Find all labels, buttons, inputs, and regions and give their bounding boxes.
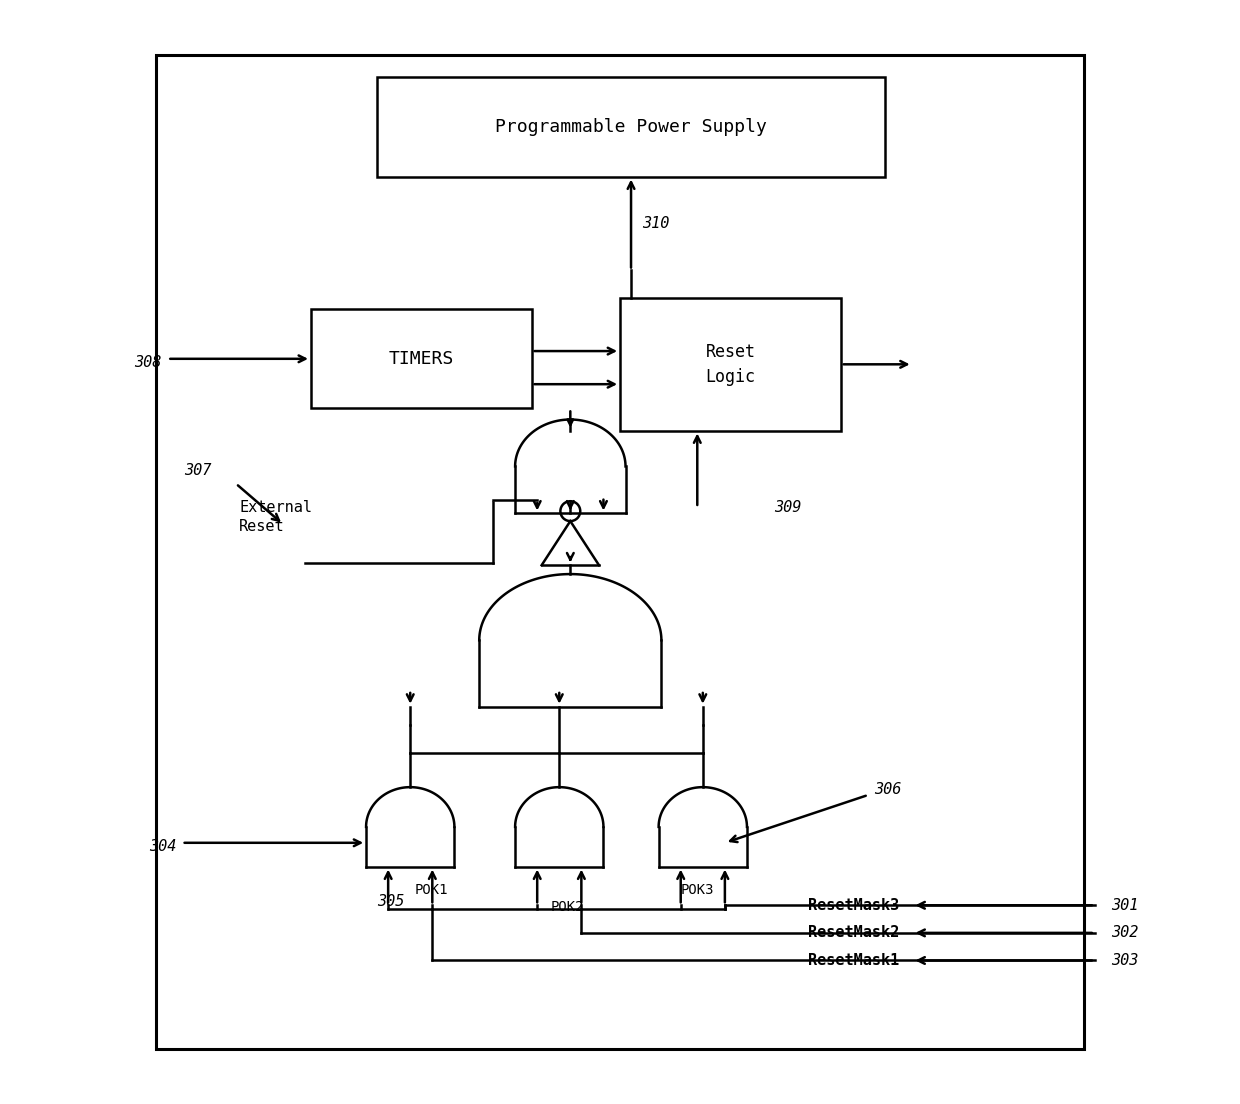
Text: POK1: POK1: [414, 883, 448, 898]
Text: ResetMask1: ResetMask1: [807, 953, 899, 968]
Text: 304: 304: [149, 839, 176, 854]
Text: POK3: POK3: [681, 883, 714, 898]
Text: ResetMask2: ResetMask2: [807, 925, 899, 941]
Text: 301: 301: [1111, 898, 1138, 913]
FancyBboxPatch shape: [377, 77, 885, 177]
Text: 310: 310: [642, 215, 670, 231]
Text: External
Reset: External Reset: [239, 500, 312, 533]
Text: 309: 309: [775, 500, 802, 516]
FancyBboxPatch shape: [156, 55, 1084, 1049]
Text: Programmable Power Supply: Programmable Power Supply: [495, 118, 768, 136]
Text: 308: 308: [134, 354, 162, 370]
Text: 307: 307: [185, 463, 212, 478]
Text: Reset
Logic: Reset Logic: [706, 343, 755, 385]
Text: POK2: POK2: [551, 900, 584, 914]
Text: 306: 306: [874, 782, 901, 797]
Text: 302: 302: [1111, 925, 1138, 941]
Text: 305: 305: [377, 894, 404, 910]
FancyBboxPatch shape: [620, 298, 841, 431]
Text: TIMERS: TIMERS: [388, 350, 454, 368]
Text: ResetMask3: ResetMask3: [807, 898, 899, 913]
FancyBboxPatch shape: [311, 309, 532, 408]
Text: 303: 303: [1111, 953, 1138, 968]
